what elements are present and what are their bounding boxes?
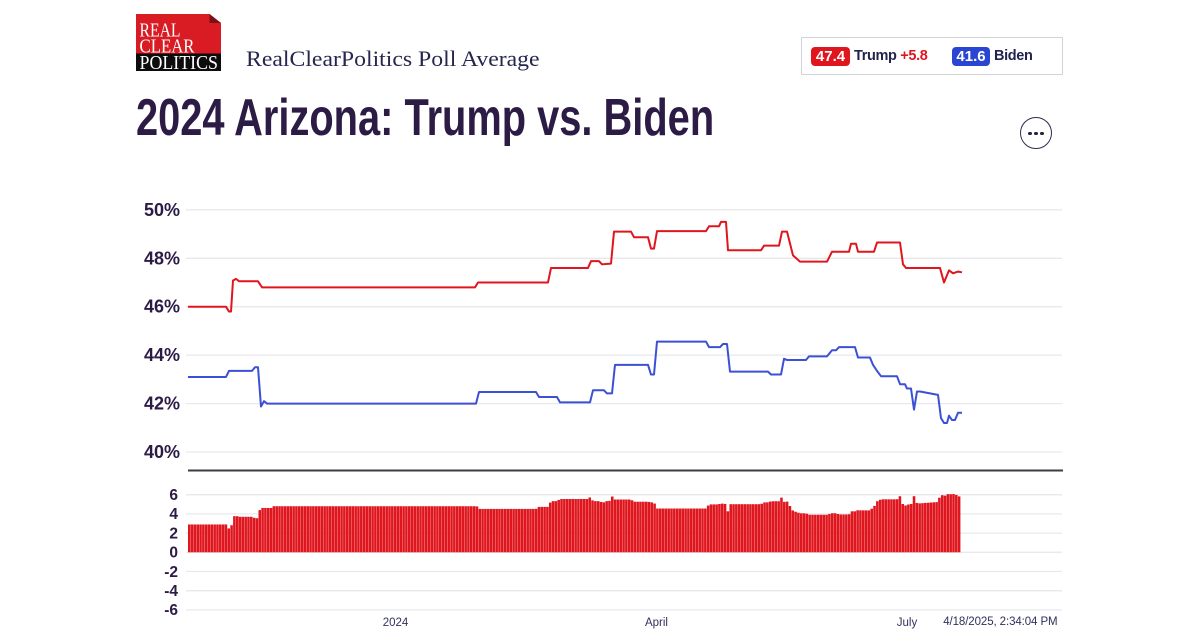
- svg-text:44%: 44%: [144, 345, 180, 365]
- svg-text:CLEAR: CLEAR: [140, 36, 196, 58]
- svg-text:0: 0: [169, 545, 178, 562]
- svg-text:-4: -4: [164, 583, 178, 600]
- svg-text:-2: -2: [164, 564, 178, 581]
- svg-text:2: 2: [169, 525, 178, 542]
- svg-text:40%: 40%: [144, 442, 180, 462]
- svg-text:6: 6: [169, 487, 178, 504]
- svg-text:48%: 48%: [144, 248, 180, 268]
- svg-text:50%: 50%: [144, 200, 180, 220]
- svg-text:2024: 2024: [383, 617, 409, 629]
- svg-text:4: 4: [169, 506, 178, 523]
- svg-text:April: April: [645, 617, 668, 629]
- svg-text:REAL: REAL: [140, 20, 181, 42]
- svg-text:4/18/2025, 2:34:04 PM: 4/18/2025, 2:34:04 PM: [943, 616, 1057, 628]
- svg-text:POLITICS: POLITICS: [140, 52, 219, 71]
- svg-text:July: July: [897, 617, 918, 629]
- svg-text:42%: 42%: [144, 394, 180, 414]
- svg-text:46%: 46%: [144, 297, 180, 317]
- svg-text:-6: -6: [164, 602, 178, 619]
